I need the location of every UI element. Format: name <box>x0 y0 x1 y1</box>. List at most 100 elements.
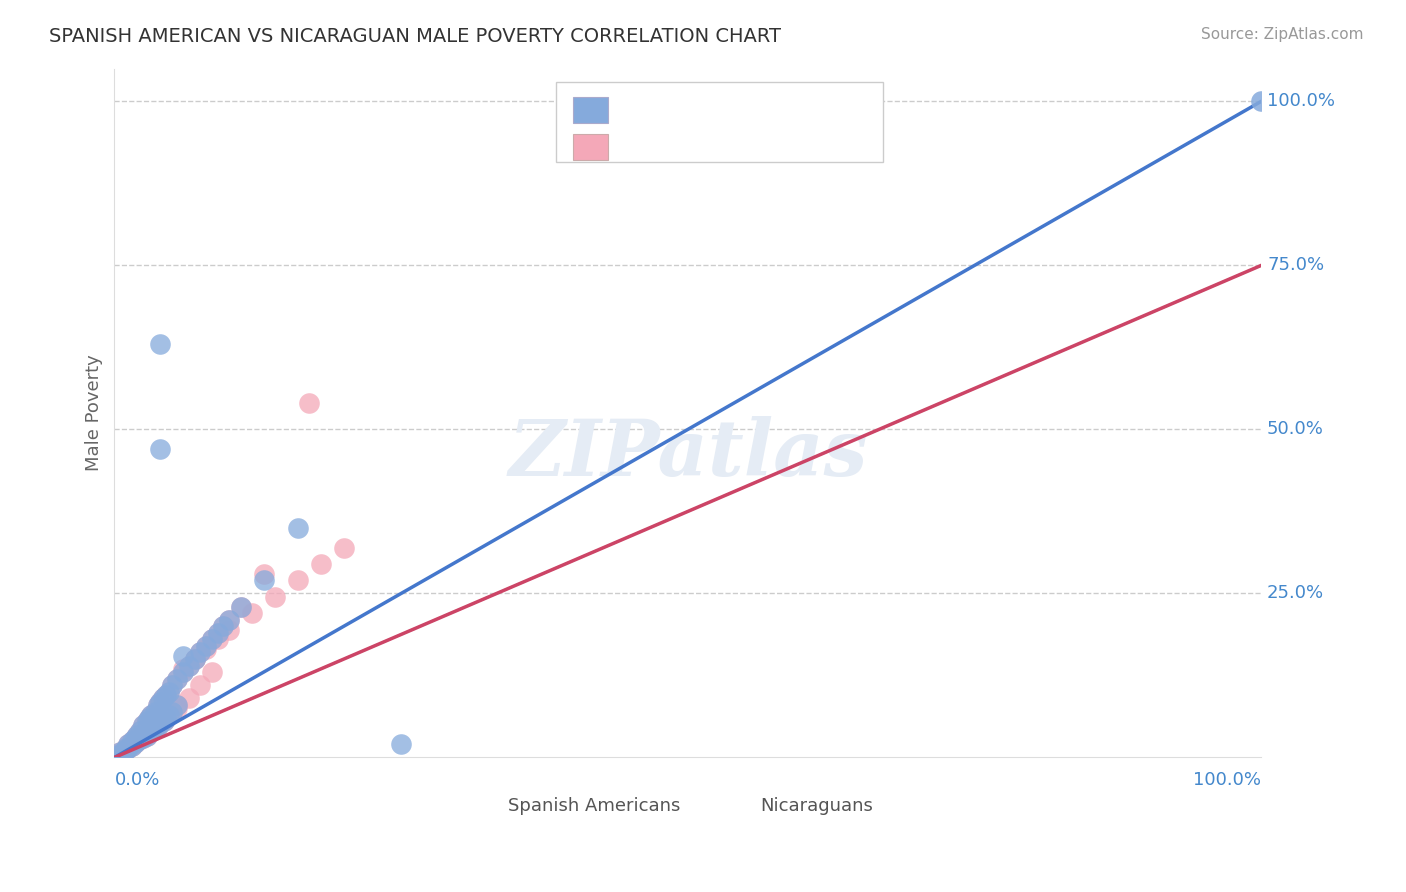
Point <box>218 613 240 627</box>
Point <box>252 574 274 588</box>
Point <box>149 337 172 351</box>
Point <box>201 632 224 647</box>
Point <box>166 701 188 715</box>
Point <box>117 740 139 755</box>
Point <box>229 599 252 614</box>
Point <box>152 714 174 729</box>
Point <box>155 711 177 725</box>
Point <box>240 606 263 620</box>
Text: R =  0.506    N = 69: R = 0.506 N = 69 <box>623 138 804 156</box>
Point <box>201 632 224 647</box>
Point <box>155 711 177 725</box>
Point <box>146 719 169 733</box>
Point <box>138 711 160 725</box>
Point <box>160 705 183 719</box>
Point <box>112 744 135 758</box>
Point <box>155 688 177 702</box>
Point <box>207 625 229 640</box>
Point <box>149 695 172 709</box>
Point <box>172 662 194 676</box>
Point <box>264 590 287 604</box>
Point <box>218 623 240 637</box>
Point <box>166 698 188 712</box>
Point <box>152 714 174 729</box>
Point <box>135 714 157 729</box>
Point <box>139 707 162 722</box>
Point <box>172 665 194 680</box>
Text: Nicaraguans: Nicaraguans <box>761 797 873 814</box>
Point <box>149 716 172 731</box>
Point <box>195 639 218 653</box>
Point <box>190 645 212 659</box>
Point <box>195 642 218 657</box>
Point <box>155 688 177 702</box>
Point <box>149 716 172 731</box>
Text: 0.0%: 0.0% <box>114 771 160 789</box>
Point <box>149 695 172 709</box>
Text: 100.0%: 100.0% <box>1267 93 1336 111</box>
Point <box>132 727 155 741</box>
Point <box>108 745 131 759</box>
Point <box>212 619 235 633</box>
Point <box>183 652 205 666</box>
FancyBboxPatch shape <box>555 82 883 161</box>
Point <box>333 541 356 555</box>
Text: 100.0%: 100.0% <box>1194 771 1261 789</box>
Point <box>135 729 157 743</box>
Point <box>287 574 309 588</box>
Text: 75.0%: 75.0% <box>1267 256 1324 275</box>
Point <box>127 727 149 741</box>
Point <box>108 745 131 759</box>
Point <box>183 652 205 666</box>
Point <box>128 724 150 739</box>
Point <box>115 740 138 755</box>
Point <box>159 685 181 699</box>
Point <box>112 744 135 758</box>
Point <box>207 632 229 647</box>
Point <box>128 732 150 747</box>
Point <box>127 734 149 748</box>
Point <box>177 658 200 673</box>
Point <box>141 724 163 739</box>
Point <box>132 731 155 745</box>
Point <box>117 740 139 755</box>
Point <box>143 705 166 719</box>
FancyBboxPatch shape <box>464 794 499 818</box>
Point <box>115 742 138 756</box>
Text: SPANISH AMERICAN VS NICARAGUAN MALE POVERTY CORRELATION CHART: SPANISH AMERICAN VS NICARAGUAN MALE POVE… <box>49 27 782 45</box>
Point <box>139 707 162 722</box>
Point <box>159 707 181 722</box>
Point <box>138 725 160 739</box>
Point <box>143 721 166 735</box>
Point <box>135 729 157 743</box>
Point <box>124 731 146 745</box>
Text: R =  0.727    N = 56: R = 0.727 N = 56 <box>623 101 804 119</box>
Point <box>159 707 181 722</box>
Point <box>143 721 166 735</box>
Point <box>146 698 169 712</box>
Point <box>115 740 138 755</box>
Point <box>389 737 412 751</box>
Point <box>287 521 309 535</box>
Point <box>160 705 183 719</box>
Point <box>108 747 131 762</box>
Text: 25.0%: 25.0% <box>1267 584 1324 602</box>
Text: Spanish Americans: Spanish Americans <box>508 797 681 814</box>
Point <box>141 724 163 739</box>
Point <box>132 731 155 745</box>
Point <box>159 685 181 699</box>
Text: 50.0%: 50.0% <box>1267 420 1324 438</box>
Point <box>149 442 172 456</box>
Point <box>128 724 150 739</box>
FancyBboxPatch shape <box>574 97 607 123</box>
Point <box>183 652 205 666</box>
Point <box>218 613 240 627</box>
Point <box>121 739 143 753</box>
Point <box>108 747 131 762</box>
Point <box>207 625 229 640</box>
Point <box>1250 95 1272 109</box>
Point <box>166 672 188 686</box>
Point <box>143 705 166 719</box>
Point <box>135 714 157 729</box>
Point <box>172 648 194 663</box>
